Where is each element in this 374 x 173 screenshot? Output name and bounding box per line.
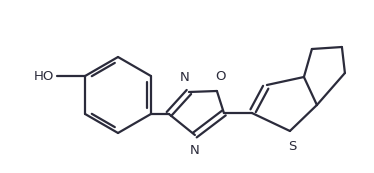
Text: O: O: [216, 70, 226, 83]
Text: S: S: [288, 140, 296, 153]
Text: N: N: [190, 144, 200, 157]
Text: N: N: [180, 71, 190, 84]
Text: HO: HO: [34, 70, 54, 83]
